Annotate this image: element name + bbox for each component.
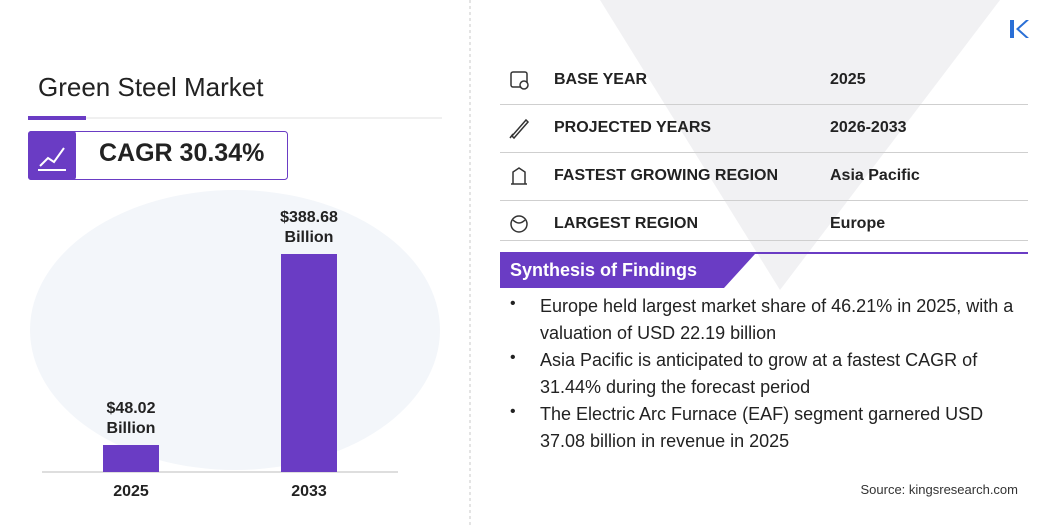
value-label: $388.68 Billion	[280, 209, 338, 246]
row-value: Asia Pacific	[830, 167, 920, 184]
row-label: PROJECTED YEARS	[554, 119, 712, 136]
row-value: Europe	[830, 215, 886, 232]
separator	[500, 152, 1028, 153]
value-label: $48.02 Billion	[106, 400, 156, 438]
source: Source: kingsresearch.com	[860, 482, 1018, 497]
row-value: 2025	[830, 71, 866, 88]
cagr: CAGR 30.34%	[99, 139, 265, 167]
bar	[103, 445, 159, 472]
bullet: Europe held largest market share of 46.2…	[540, 296, 1014, 343]
separator	[500, 104, 1028, 105]
row-label: FASTEST GROWING REGION	[554, 167, 779, 184]
separator	[500, 240, 1028, 241]
bar	[281, 254, 337, 472]
separator	[500, 200, 1028, 201]
row-value: 2026-2033	[830, 119, 907, 136]
bullet-dot: •	[510, 349, 516, 366]
bullet: The Electric Arc Furnace (EAF) segment g…	[540, 404, 984, 451]
title: Green Steel Market	[38, 72, 264, 102]
bullet-dot: •	[510, 295, 516, 312]
bullet: Asia Pacific is anticipated to grow at a…	[540, 350, 978, 397]
x-tick-label: 2033	[291, 483, 327, 500]
synthesis-heading: Synthesis of Findings	[510, 260, 698, 280]
row-label: BASE YEAR	[554, 71, 648, 88]
row-label: LARGEST REGION	[554, 215, 699, 232]
x-tick-label: 2025	[113, 483, 149, 500]
bullet-dot: •	[510, 403, 516, 420]
